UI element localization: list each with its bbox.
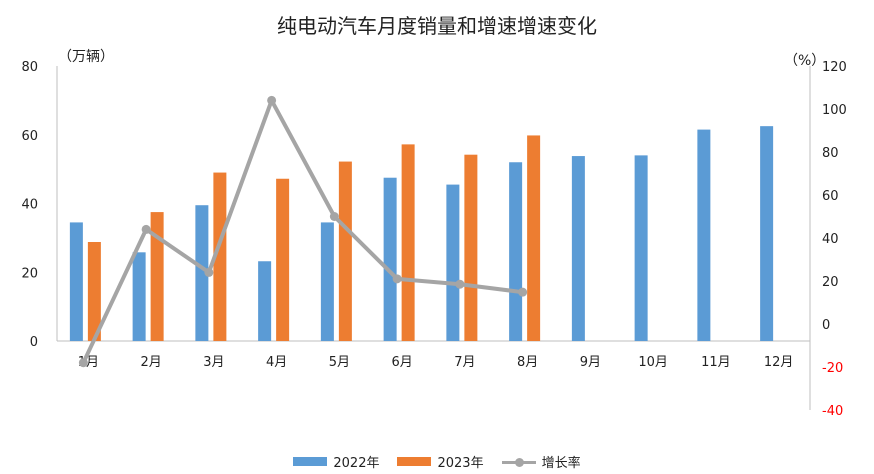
bar-2023年 — [87, 242, 101, 341]
left-axis-unit: （万辆） — [58, 49, 114, 65]
left-tick-label: 20 — [21, 266, 38, 281]
bar-2022年 — [509, 162, 523, 341]
legend-label: 2023年 — [437, 456, 484, 471]
bar-2023年 — [527, 135, 541, 341]
bar-2022年 — [132, 252, 146, 341]
bar-2022年 — [634, 155, 648, 341]
bar-2023年 — [338, 161, 352, 341]
right-tick-label: 80 — [822, 146, 839, 161]
left-tick-label: 60 — [21, 129, 38, 144]
right-tick-label: 60 — [822, 189, 839, 204]
right-tick-label: 100 — [822, 103, 847, 118]
x-tick-label: 7月 — [454, 355, 475, 370]
bar-2022年 — [697, 129, 711, 341]
x-tick-label: 11月 — [701, 355, 731, 370]
right-tick-label: 40 — [822, 232, 839, 247]
bar-2022年 — [571, 156, 585, 341]
right-tick-label: 120 — [822, 60, 847, 75]
legend-bar-swatch — [397, 457, 432, 466]
point-增长率 — [455, 279, 465, 289]
legend: 2022年 2023年 增长率 — [0, 452, 874, 471]
x-tick-label: 6月 — [391, 355, 412, 370]
point-增长率 — [329, 212, 339, 221]
point-增长率 — [141, 224, 151, 234]
line-增长率 — [81, 98, 523, 364]
legend-label: 2022年 — [333, 456, 380, 471]
point-增长率 — [267, 95, 277, 105]
legend-label: 增长率 — [541, 456, 581, 471]
x-tick-label: 5月 — [329, 355, 350, 370]
x-tick-label: 3月 — [203, 355, 224, 370]
point-增长率 — [518, 287, 528, 297]
bar-2023年 — [401, 144, 415, 341]
x-tick-label: 4月 — [266, 355, 287, 370]
legend-bar-swatch — [293, 457, 328, 466]
bar-2022年 — [446, 184, 460, 341]
bar-2022年 — [320, 222, 334, 341]
point-增长率 — [392, 274, 402, 284]
legend-item: 2023年 — [397, 452, 484, 471]
bar-2022年 — [258, 261, 272, 341]
left-tick-label: 40 — [21, 198, 38, 213]
bar-2023年 — [464, 154, 478, 341]
x-tick-label: 8月 — [517, 355, 538, 370]
right-tick-label: 0 — [822, 318, 830, 333]
bar-2023年 — [213, 172, 227, 341]
right-tick-label: -20 — [822, 361, 843, 376]
left-tick-label: 80 — [21, 60, 38, 75]
legend-item: 增长率 — [501, 452, 581, 471]
bar-2023年 — [276, 178, 290, 341]
bar-2023年 — [150, 212, 164, 341]
point-增长率 — [78, 358, 88, 368]
bar-2022年 — [195, 205, 209, 341]
bar-2022年 — [383, 177, 397, 341]
bar-2022年 — [69, 222, 83, 341]
x-tick-label: 2月 — [140, 355, 161, 370]
point-增长率 — [204, 267, 214, 277]
left-tick-label: 0 — [30, 335, 38, 350]
x-tick-label: 12月 — [764, 355, 794, 370]
legend-line-swatch — [501, 457, 536, 467]
right-axis-unit: （%） — [784, 53, 826, 69]
bar-2022年 — [760, 126, 774, 341]
x-tick-label: 10月 — [638, 355, 668, 370]
x-tick-label: 9月 — [580, 355, 601, 370]
right-tick-label: 20 — [822, 275, 839, 290]
legend-item: 2022年 — [293, 452, 379, 471]
right-tick-label: -40 — [822, 404, 843, 419]
chart-title: 纯电动汽车月度销量和增速增速变化 — [277, 14, 597, 38]
